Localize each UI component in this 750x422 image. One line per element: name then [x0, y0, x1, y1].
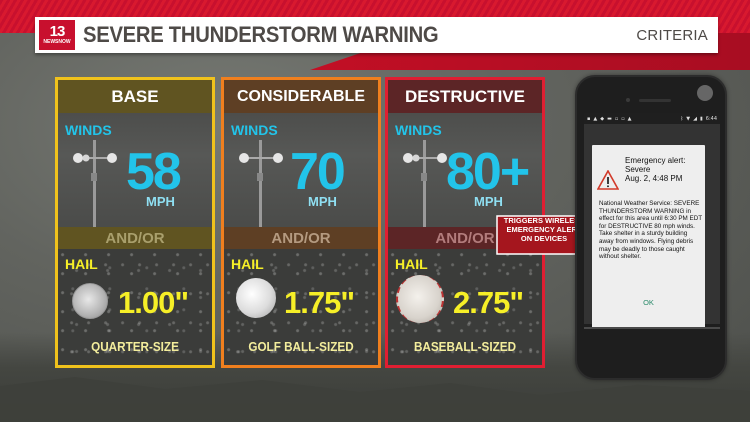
- hail-label: HAIL: [231, 256, 264, 272]
- hail-object-label: BASEBALL-SIZED: [413, 339, 517, 354]
- warning-notification-icon: ▲: [593, 115, 598, 122]
- wind-speed-value: 80+: [446, 143, 530, 201]
- bird-icon: ◆: [600, 115, 605, 122]
- hail-label: HAIL: [395, 256, 428, 272]
- card-considerable: CONSIDERABLE WINDS 70 MPH AND/OR HAIL 1.…: [221, 77, 381, 368]
- callout-text: TRIGGERS WIRELESS EMERGENCY ALERT ON DEV…: [503, 216, 585, 243]
- alert-timestamp: Aug. 2, 4:48 PM: [625, 174, 683, 183]
- card-title: CONSIDERABLE: [224, 80, 378, 113]
- alert-title-line: Emergency alert:: [625, 156, 686, 165]
- golf-ball-icon: [236, 278, 276, 318]
- status-bar: ▪ ▲ ◆ ▬ ▫ ▫ ▲ ᛒ ▼ ◢ ▮ 6:44: [584, 113, 720, 124]
- warning-triangle-icon: [597, 170, 619, 190]
- logo-subtext: NEWSNOW: [43, 39, 71, 45]
- smartphone: ▪ ▲ ◆ ▬ ▫ ▫ ▲ ᛒ ▼ ◢ ▮ 6:44 Emergency al: [575, 75, 727, 380]
- status-time: 6:44: [705, 115, 717, 122]
- and-or-connector: AND/OR: [224, 227, 378, 249]
- weather-icon: ▫: [621, 115, 625, 122]
- wind-speed-value: 58: [126, 143, 182, 201]
- quarter-coin-icon: [72, 283, 108, 319]
- winds-label: WINDS: [395, 122, 442, 138]
- bluetooth-icon: ᛒ: [680, 115, 684, 122]
- hail-size-value: 2.75": [453, 285, 524, 320]
- and-or-connector: AND/OR: [58, 227, 212, 249]
- phone-speaker: [639, 99, 671, 102]
- camera-icon: [697, 85, 713, 101]
- ok-button[interactable]: OK: [643, 298, 654, 307]
- hail-size-value: 1.75": [284, 285, 355, 320]
- title-bar: 13 NEWSNOW SEVERE THUNDERSTORM WARNING C…: [35, 17, 718, 53]
- warning-notification-icon: ▲: [627, 115, 632, 122]
- weather-icon: ▫: [614, 115, 619, 122]
- battery-icon: ▮: [700, 115, 703, 122]
- anemometer-icon: [73, 140, 117, 230]
- alert-body: National Weather Service: SEVERE THUNDER…: [599, 200, 703, 261]
- criteria-label: CRITERIA: [636, 26, 708, 44]
- wind-unit: MPH: [146, 194, 175, 209]
- winds-label: WINDS: [65, 122, 112, 138]
- alert-title: Emergency alert: Severe Aug. 2, 4:48 PM: [625, 156, 705, 183]
- hail-label: HAIL: [65, 256, 98, 272]
- mail-icon: ▬: [607, 115, 612, 122]
- hail-object-label: GOLF BALL-SIZED: [248, 339, 354, 354]
- anemometer-icon: [239, 140, 283, 230]
- hail-size-value: 1.00": [118, 285, 189, 320]
- emergency-alert-dialog: Emergency alert: Severe Aug. 2, 4:48 PM …: [592, 145, 705, 328]
- hail-object-label: QUARTER-SIZE: [91, 339, 179, 354]
- station-logo: 13 NEWSNOW: [39, 20, 75, 50]
- page-title: SEVERE THUNDERSTORM WARNING: [83, 22, 439, 47]
- alert-title-line: Severe: [625, 165, 651, 174]
- phone-nav-divider: [584, 327, 720, 329]
- card-destructive: DESTRUCTIVE WINDS 80+ MPH AND/OR HAIL 2.…: [385, 77, 545, 368]
- logo-number: 13: [49, 23, 66, 40]
- card-base: BASE WINDS 58 MPH AND/OR HAIL 1.00" QUAR…: [55, 77, 215, 368]
- wind-speed-value: 70: [290, 143, 346, 201]
- wind-unit: MPH: [308, 194, 337, 209]
- wind-unit: MPH: [474, 194, 503, 209]
- winds-label: WINDS: [231, 122, 278, 138]
- notification-icon: ▪: [587, 115, 591, 122]
- anemometer-icon: [403, 140, 447, 230]
- wifi-icon: ▼: [686, 115, 691, 122]
- baseball-icon: [396, 275, 444, 323]
- sensor-dot: [626, 98, 630, 102]
- card-title: BASE: [58, 80, 212, 113]
- card-title: DESTRUCTIVE: [388, 80, 542, 113]
- signal-icon: ◢: [693, 115, 697, 122]
